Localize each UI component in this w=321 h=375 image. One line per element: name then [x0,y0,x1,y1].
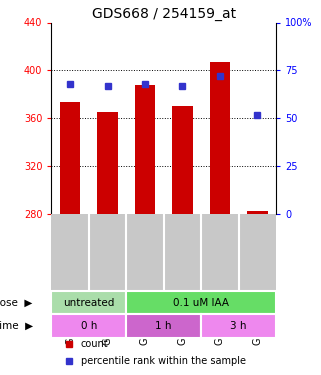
Text: percentile rank within the sample: percentile rank within the sample [81,356,246,366]
Text: 3 h: 3 h [230,321,247,331]
Text: 0.1 uM IAA: 0.1 uM IAA [173,297,229,307]
Bar [97,112,118,214]
Text: 0 h: 0 h [81,321,97,331]
Bar [172,106,193,214]
Bar [135,85,155,214]
Bar [210,62,230,214]
Bar [126,291,276,314]
Bar [51,314,126,338]
Text: untreated: untreated [63,297,115,307]
Title: GDS668 / 254159_at: GDS668 / 254159_at [92,8,236,21]
Bar [126,314,201,338]
Bar [201,314,276,338]
Bar [60,102,80,214]
Bar [51,291,126,314]
Text: 1 h: 1 h [155,321,172,331]
Text: time  ▶: time ▶ [0,321,33,331]
Text: count: count [81,339,108,349]
Bar [247,211,268,214]
Text: dose  ▶: dose ▶ [0,297,33,307]
